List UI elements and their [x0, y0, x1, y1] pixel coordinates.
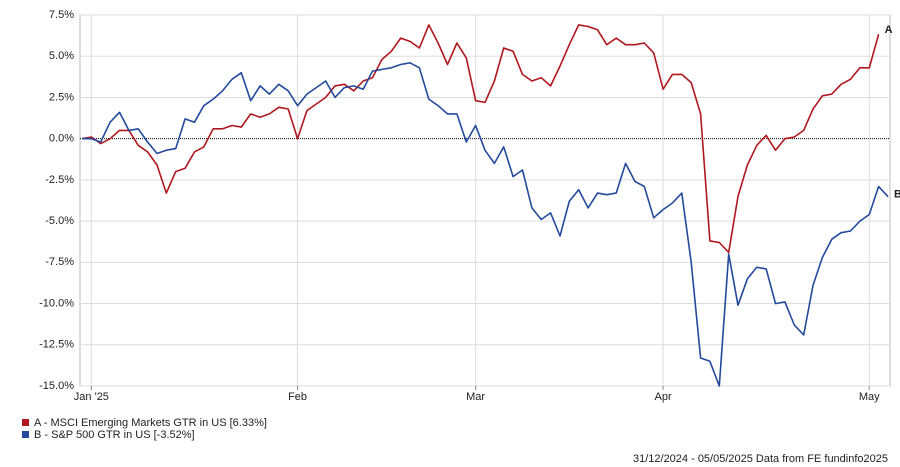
y-tick-label: 0.0%: [49, 133, 74, 145]
y-tick-label: 5.0%: [49, 50, 74, 62]
end-label: A: [885, 24, 893, 36]
y-tick-label: 7.5%: [49, 9, 74, 21]
y-tick-label: -2.5%: [45, 174, 74, 186]
legend-label: B - S&P 500 GTR in US [-3.52%]: [34, 429, 195, 441]
y-tick-label: -12.5%: [39, 339, 74, 351]
footer: 31/12/2024 - 05/05/2025 Data from FE fun…: [633, 453, 888, 465]
y-tick-label: 2.5%: [49, 91, 74, 103]
x-tick-label: May: [859, 391, 880, 403]
y-tick-label: -7.5%: [45, 256, 74, 268]
x-tick-label: Jan '25: [74, 391, 109, 403]
plot-frame: [79, 14, 891, 387]
y-tick-label: -15.0%: [39, 380, 74, 392]
legend-label: A - MSCI Emerging Markets GTR in US [6.3…: [34, 417, 267, 429]
legend-swatch: [22, 419, 29, 426]
series-line: [81, 24, 880, 254]
y-tick-label: -10.0%: [39, 297, 74, 309]
series-line: [82, 62, 889, 387]
x-tick-label: Mar: [466, 391, 485, 403]
x-tick-label: Feb: [288, 391, 307, 403]
y-tick-label: -5.0%: [45, 215, 74, 227]
x-tick-label: Apr: [655, 391, 672, 403]
end-label: B: [894, 189, 900, 201]
legend-swatch: [22, 431, 29, 438]
